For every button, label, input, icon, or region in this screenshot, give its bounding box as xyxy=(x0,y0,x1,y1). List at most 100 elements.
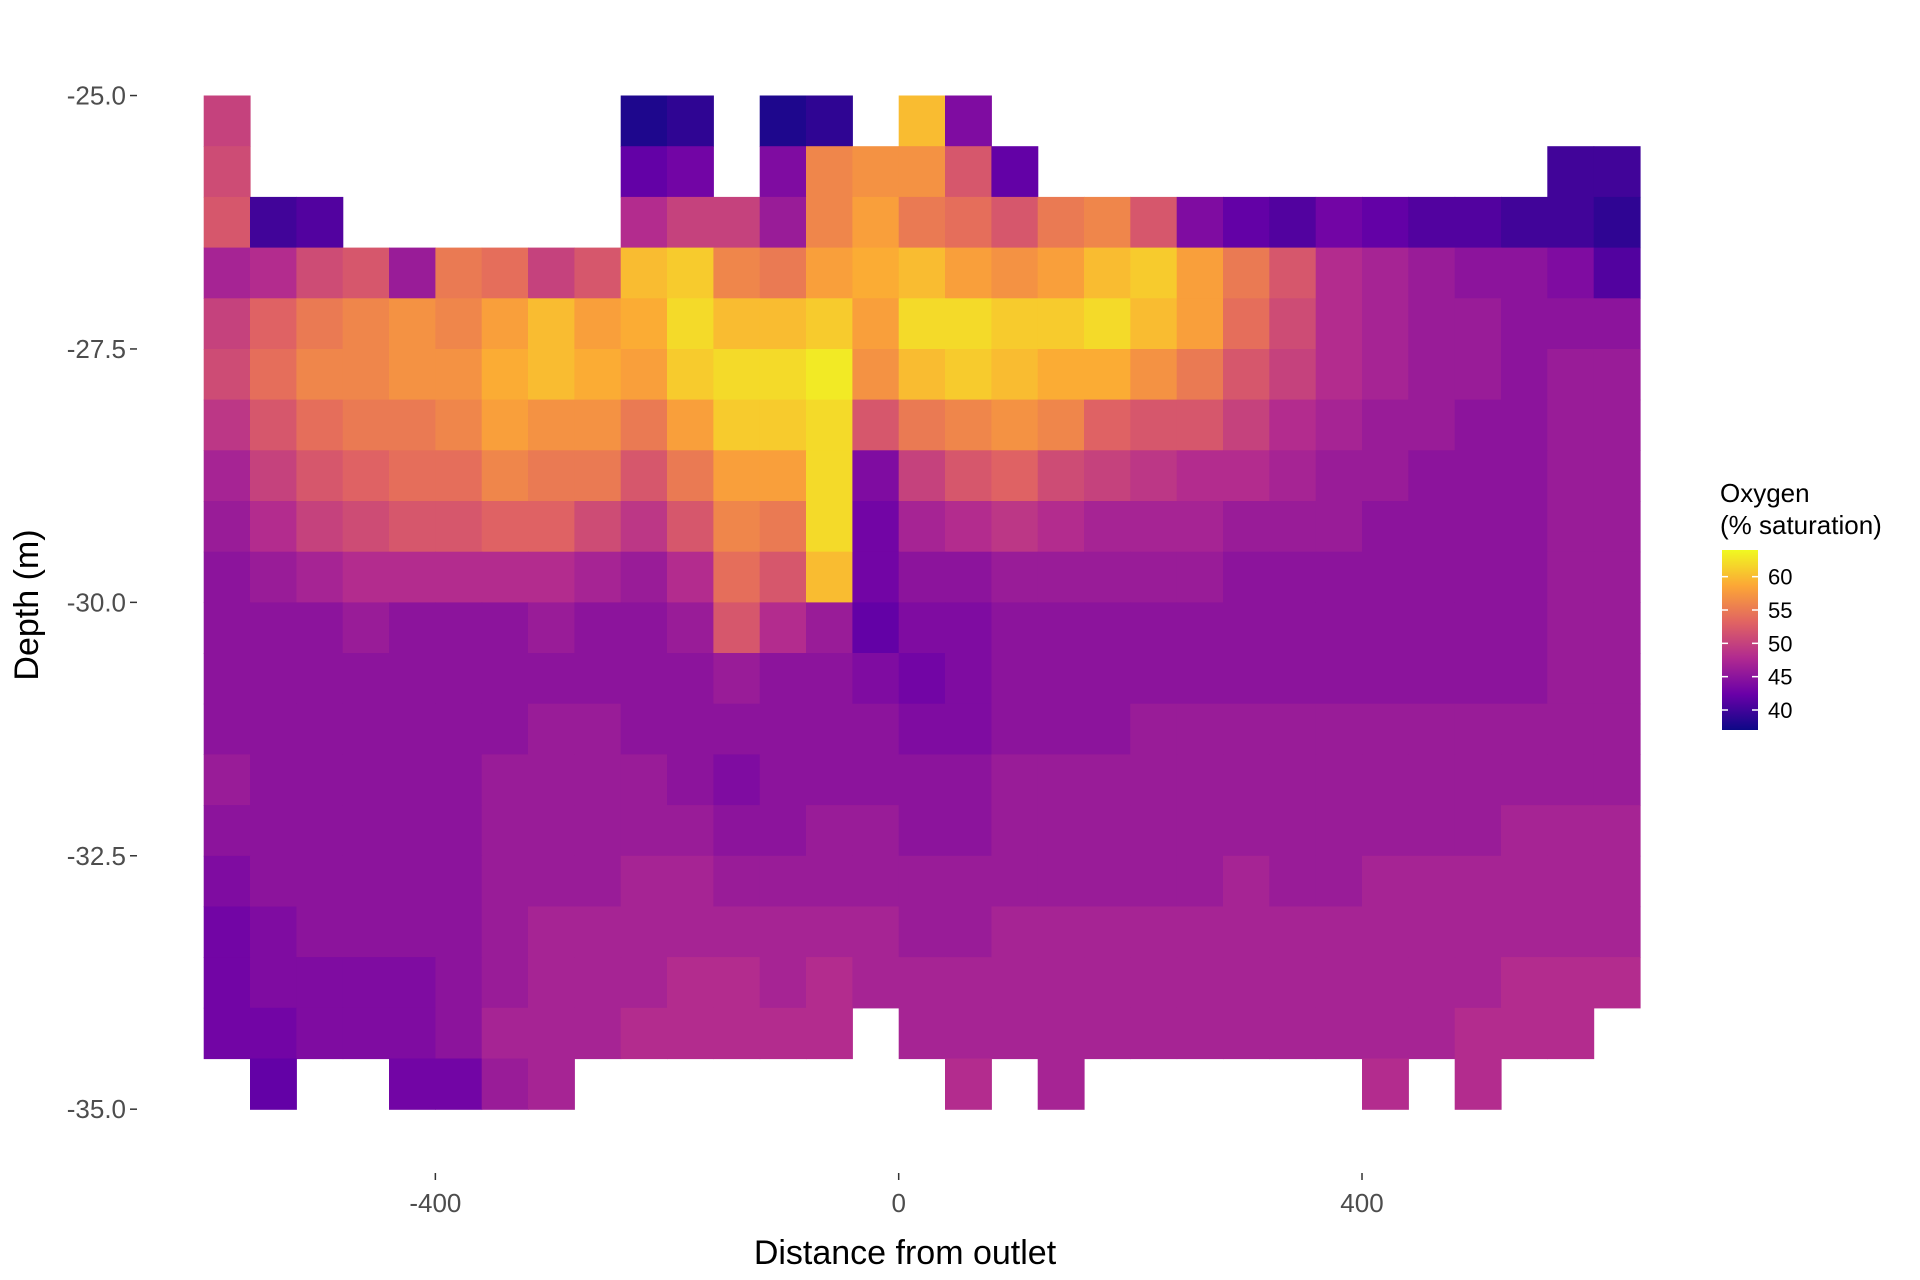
heatmap-cell xyxy=(389,653,436,705)
heatmap-cell xyxy=(991,349,1039,401)
heatmap-cell xyxy=(203,1007,251,1060)
heatmap-cell xyxy=(806,298,853,350)
heatmap-cell xyxy=(203,957,251,1009)
heatmap-cell xyxy=(203,754,251,806)
heatmap-cell xyxy=(203,602,251,654)
heatmap-cell xyxy=(852,653,900,705)
heatmap-cell xyxy=(1037,653,1085,705)
heatmap-cell xyxy=(1593,399,1641,451)
heatmap-cell xyxy=(528,1007,575,1060)
heatmap-cell xyxy=(435,1058,483,1110)
heatmap-cell xyxy=(1176,247,1224,299)
colorbar-tick-label: 45 xyxy=(1768,665,1792,690)
heatmap-cell xyxy=(620,957,668,1009)
heatmap-cell xyxy=(620,399,668,451)
heatmap-cell xyxy=(574,703,622,755)
heatmap-cell xyxy=(1223,906,1270,958)
heatmap-cell xyxy=(435,247,483,299)
heatmap-cell xyxy=(667,196,714,249)
heatmap-cell xyxy=(296,805,344,857)
heatmap-cell xyxy=(945,754,992,806)
heatmap-cell xyxy=(1315,957,1363,1009)
heatmap-cell xyxy=(296,551,344,603)
heatmap-cell xyxy=(574,653,622,705)
heatmap-cell xyxy=(1176,653,1224,705)
heatmap-cell xyxy=(528,551,575,603)
heatmap-cell xyxy=(1130,805,1178,857)
heatmap-cell xyxy=(1547,602,1595,654)
heatmap-cell xyxy=(1362,855,1409,908)
heatmap-cell xyxy=(620,805,668,857)
heatmap-cell xyxy=(1130,855,1178,908)
heatmap-cell xyxy=(1408,196,1456,249)
heatmap-cell xyxy=(435,805,483,857)
heatmap-cell xyxy=(1362,653,1409,705)
heatmap-cell xyxy=(296,349,344,401)
heatmap-cell xyxy=(1547,754,1595,806)
heatmap-cell xyxy=(1408,805,1456,857)
heatmap-cell xyxy=(342,298,390,350)
heatmap-cell xyxy=(203,298,251,350)
heatmap-cell xyxy=(528,855,575,908)
heatmap-cell xyxy=(1454,1058,1502,1110)
heatmap-cell xyxy=(203,653,251,705)
heatmap-cell xyxy=(1223,602,1270,654)
heatmap-cell xyxy=(1315,450,1363,502)
y-tick-label: -27.5 xyxy=(67,334,126,364)
heatmap-cell xyxy=(1501,1007,1548,1060)
heatmap-cell xyxy=(667,95,714,147)
heatmap-cell xyxy=(1547,196,1595,249)
heatmap-cell xyxy=(945,450,992,502)
heatmap-cell xyxy=(620,146,668,198)
heatmap-cell xyxy=(528,906,575,958)
heatmap-cell xyxy=(759,602,807,654)
heatmap-cell xyxy=(898,653,946,705)
heatmap-cell xyxy=(1223,1007,1270,1060)
heatmap-cell xyxy=(1408,501,1456,553)
legend-title-line1: Oxygen xyxy=(1720,478,1810,508)
heatmap-cell xyxy=(945,298,992,350)
heatmap-cell xyxy=(1593,754,1641,806)
heatmap-cell xyxy=(342,906,390,958)
heatmap-cell xyxy=(620,196,668,249)
heatmap-cell xyxy=(1501,754,1548,806)
heatmap-cell xyxy=(852,349,900,401)
heatmap-cell xyxy=(1501,855,1548,908)
heatmap-cell xyxy=(1501,196,1548,249)
colorbar-tick-label: 50 xyxy=(1768,631,1792,656)
heatmap-cell xyxy=(250,754,297,806)
heatmap-cell xyxy=(1130,906,1178,958)
heatmap-cell xyxy=(1547,501,1595,553)
heatmap-cell xyxy=(1547,957,1595,1009)
heatmap-cell xyxy=(1315,298,1363,350)
heatmap-cell xyxy=(713,349,761,401)
heatmap-cell xyxy=(1454,298,1502,350)
heatmap-cell xyxy=(1130,247,1178,299)
heatmap-cell xyxy=(620,551,668,603)
heatmap-cell xyxy=(1593,450,1641,502)
heatmap-cell xyxy=(991,501,1039,553)
heatmap-cell xyxy=(1547,1007,1595,1060)
heatmap-cell xyxy=(435,349,483,401)
heatmap-cell xyxy=(1547,247,1595,299)
heatmap-cell xyxy=(1223,196,1270,249)
heatmap-cell xyxy=(898,906,946,958)
colorbar xyxy=(1722,550,1758,730)
heatmap-cell xyxy=(435,957,483,1009)
heatmap-cell xyxy=(1593,551,1641,603)
heatmap-cell xyxy=(1037,602,1085,654)
heatmap-cell xyxy=(574,247,622,299)
heatmap-cell xyxy=(945,551,992,603)
heatmap-cell xyxy=(1501,906,1548,958)
heatmap-cell xyxy=(574,754,622,806)
heatmap-cell xyxy=(1362,501,1409,553)
heatmap-cell xyxy=(250,906,297,958)
heatmap-cell xyxy=(620,95,668,147)
heatmap-cell xyxy=(1408,349,1456,401)
heatmap-cell xyxy=(898,501,946,553)
y-axis-title: Depth (m) xyxy=(8,529,46,680)
heatmap-cell xyxy=(1501,298,1548,350)
heatmap-cell xyxy=(435,602,483,654)
heatmap-cell xyxy=(481,1007,529,1060)
heatmap-cell xyxy=(713,703,761,755)
